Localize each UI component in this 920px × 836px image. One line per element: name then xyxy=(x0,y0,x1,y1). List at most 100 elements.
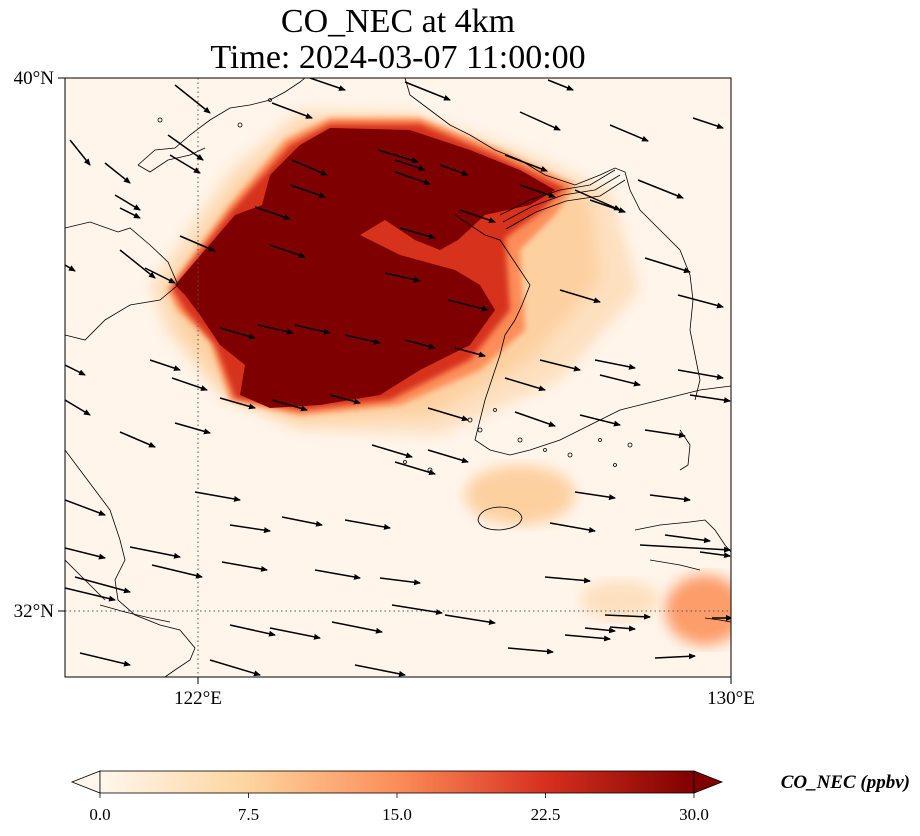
wind-arrow xyxy=(689,394,731,404)
wind-arrow xyxy=(394,171,431,185)
wind-arrow xyxy=(281,516,323,527)
wind-arrow xyxy=(174,422,211,435)
wind-arrow xyxy=(129,546,181,559)
wind-arrow xyxy=(229,524,271,534)
wind-arrow xyxy=(149,359,181,371)
wind-arrow xyxy=(677,369,724,380)
wind-arrow xyxy=(65,499,106,516)
colorbar-label: CO_NEC (ppbv) xyxy=(781,772,910,793)
wind-arrow xyxy=(144,267,176,284)
wind-arrow xyxy=(269,244,306,258)
wind-arrow xyxy=(271,399,308,412)
wind-arrow xyxy=(269,627,321,640)
wind-arrow xyxy=(254,206,291,220)
wind-arrow xyxy=(384,272,421,283)
wind-arrow xyxy=(354,664,406,677)
wind-arrow xyxy=(114,194,141,211)
wind-arrow xyxy=(584,627,616,634)
wind-arrow xyxy=(209,659,261,677)
wind-arrow xyxy=(344,519,391,530)
colorbar-tick-0: 0.0 xyxy=(89,805,110,824)
wind-arrow xyxy=(574,491,616,501)
wind-arrow xyxy=(331,621,383,634)
gridlines xyxy=(65,78,731,677)
wind-arrow xyxy=(604,613,651,620)
colorbar-tick-3: 22.5 xyxy=(531,805,561,824)
wind-arrow xyxy=(171,377,208,391)
wind-arrow xyxy=(371,444,413,459)
figure-subtitle-time: Time: 2024-03-07 11:00:00 xyxy=(210,39,586,76)
wind-arrow xyxy=(644,257,691,274)
wind-arrow xyxy=(289,184,326,198)
tick-label-122E: 122°E xyxy=(174,688,222,709)
map-area xyxy=(65,78,731,677)
wind-arrow xyxy=(394,461,436,476)
colorbar-bar xyxy=(99,770,695,794)
wind-arrow xyxy=(539,359,581,372)
wind-arrow xyxy=(291,159,328,176)
wind-arrow xyxy=(599,374,641,387)
wind-arrow xyxy=(664,534,711,544)
wind-arrow xyxy=(439,164,469,176)
wind-arrow xyxy=(257,324,294,335)
wind-arrow xyxy=(399,227,436,240)
tick-label-40N: 40°N xyxy=(14,68,55,89)
coastlines xyxy=(65,78,731,677)
wind-arrow xyxy=(69,139,91,166)
wind-arrow xyxy=(194,491,241,502)
axis-ticks xyxy=(58,77,732,684)
wind-arrow xyxy=(169,154,201,174)
wind-arrow xyxy=(579,414,621,427)
wind-arrow xyxy=(692,117,724,129)
wind-arrow xyxy=(394,159,426,171)
colorbar: 0.0 7.5 15.0 22.5 30.0 CO_NEC (ppbv) xyxy=(70,770,910,824)
wind-arrow xyxy=(219,397,256,410)
wind-arrow xyxy=(594,359,636,370)
wind-arrow xyxy=(229,624,276,637)
wind-arrow xyxy=(519,111,561,131)
wind-arrow xyxy=(377,149,419,164)
tick-label-130E: 130°E xyxy=(707,688,755,709)
figure-title: CO_NEC at 4km xyxy=(280,3,516,40)
wind-arrow xyxy=(119,431,156,448)
wind-arrow xyxy=(544,576,591,584)
wind-arrow xyxy=(104,162,131,184)
wind-arrow xyxy=(221,561,268,572)
tick-label-32N: 32°N xyxy=(14,601,55,622)
wind-arrow xyxy=(427,449,469,464)
wind-arrow xyxy=(219,327,256,340)
wind-arrow xyxy=(404,339,436,350)
wind-arrow xyxy=(271,102,313,119)
wind-arrow xyxy=(609,625,636,632)
map-frame xyxy=(64,77,732,678)
wind-arrow xyxy=(174,84,211,114)
concentration-field xyxy=(150,110,731,645)
wind-arrow xyxy=(574,189,621,211)
wind-arrow xyxy=(547,79,574,91)
wind-arrow xyxy=(379,577,421,586)
wind-arrow xyxy=(65,547,106,560)
wind-arrow xyxy=(559,289,601,304)
wind-arrow xyxy=(391,604,443,616)
wind-arrow xyxy=(677,294,724,309)
wind-arrow xyxy=(519,184,556,198)
wind-arrow xyxy=(294,324,331,335)
wind-arrow xyxy=(564,634,611,642)
wind-arrow xyxy=(637,179,684,199)
wind-arrow xyxy=(514,411,556,427)
wind-arrow xyxy=(609,124,649,142)
wind-arrow xyxy=(65,587,116,602)
wind-arrow xyxy=(644,429,686,439)
wind-arrow xyxy=(654,653,696,660)
colorbar-tick-4: 30.0 xyxy=(679,805,709,824)
wind-arrow xyxy=(314,569,361,580)
wind-arrow xyxy=(309,78,346,91)
wind-arrow xyxy=(179,235,216,252)
wind-arrow xyxy=(65,364,86,376)
wind-arrow xyxy=(699,551,731,559)
colorbar-tick-1: 7.5 xyxy=(238,805,259,824)
colorbar-extend-max xyxy=(693,770,724,794)
colorbar-extend-min xyxy=(70,770,101,794)
wind-arrow xyxy=(65,264,76,272)
